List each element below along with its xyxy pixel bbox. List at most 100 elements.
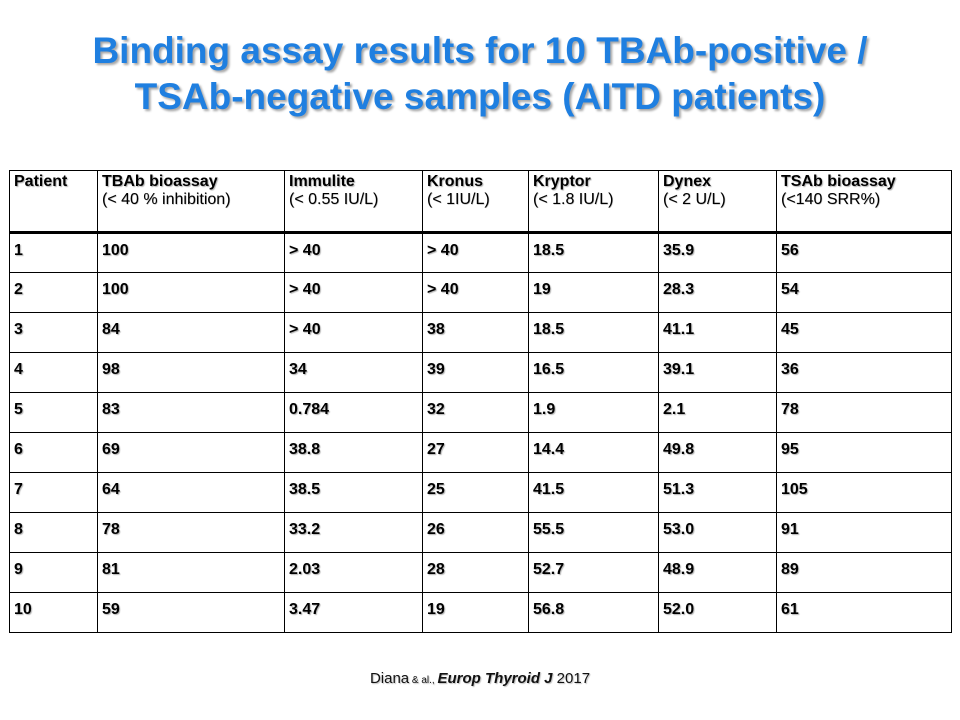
table-row: 4 98 34 39 16.5 39.1 36	[9, 352, 952, 393]
column-header-name: Patient	[14, 173, 68, 190]
table-cell: 95	[776, 432, 952, 473]
column-header-name: Kryptor	[533, 173, 591, 190]
table-row: 10 59 3.47 19 56.8 52.0 61	[9, 592, 952, 633]
table-cell: 54	[776, 272, 952, 313]
table-cell: 81	[97, 552, 285, 593]
table-cell: > 40	[422, 232, 529, 273]
table-cell: 55.5	[528, 512, 659, 553]
table-row: 5 83 0.784 32 1.9 2.1 78	[9, 392, 952, 433]
table-cell: 49.8	[658, 432, 777, 473]
table-cell: 41.5	[528, 472, 659, 513]
table-cell: 33.2	[284, 512, 423, 553]
table-cell: 8	[9, 512, 98, 553]
table-cell: 89	[776, 552, 952, 593]
table-body: 1 100 > 40 > 40 18.5 35.9 56 2 100 > 40 > 40 19 28.3…	[9, 232, 952, 633]
table-cell: 10	[9, 592, 98, 633]
table-cell: 1	[9, 232, 98, 273]
table-cell: 91	[776, 512, 952, 553]
citation-author: Diana	[369, 670, 410, 687]
table-cell: 38.5	[284, 472, 423, 513]
table-cell: 51.3	[658, 472, 777, 513]
table-row: 7 64 38.5 25 41.5 51.3 105	[9, 472, 952, 513]
table-cell: 61	[776, 592, 952, 633]
table-cell: 6	[9, 432, 98, 473]
table-cell: > 40	[284, 312, 423, 353]
column-header-name: TSAb bioassay	[781, 173, 896, 190]
results-table: Patient TBAb bioassay (< 40 % inhibition) I…	[9, 170, 952, 633]
table-cell: 19	[528, 272, 659, 313]
table-cell: 45	[776, 312, 952, 353]
table-cell: 98	[97, 352, 285, 393]
table-cell: 7	[9, 472, 98, 513]
slide-title: Binding assay results for 10 TBAb-positi…	[0, 28, 960, 120]
column-header-range: (< 1.8 IU/L)	[533, 191, 614, 208]
column-header: Dynex (< 2 U/L)	[658, 170, 777, 234]
table-cell: 56	[776, 232, 952, 273]
table-cell: 28	[422, 552, 529, 593]
slide-title-line-1: Binding assay results for 10 TBAb-positi…	[92, 30, 868, 71]
column-header-name: TBAb bioassay	[102, 173, 218, 190]
table-cell: 5	[9, 392, 98, 433]
table-cell: 14.4	[528, 432, 659, 473]
table-header: Patient TBAb bioassay (< 40 % inhibition) I…	[9, 170, 952, 234]
table-cell: 84	[97, 312, 285, 353]
table-cell: 28.3	[658, 272, 777, 313]
table-cell: 38.8	[284, 432, 423, 473]
column-header-range: (<140 SRR%)	[781, 191, 881, 208]
table-cell: 0.784	[284, 392, 423, 433]
table-cell: 34	[284, 352, 423, 393]
table-header-row: Patient TBAb bioassay (< 40 % inhibition) I…	[9, 170, 952, 234]
table-cell: 39	[422, 352, 529, 393]
table-cell: 38	[422, 312, 529, 353]
table-cell: 2.03	[284, 552, 423, 593]
citation: Diana & al., Europ Thyroid J 2017	[0, 670, 960, 687]
table-cell: 25	[422, 472, 529, 513]
table-cell: 27	[422, 432, 529, 473]
table-cell: 1.9	[528, 392, 659, 433]
table-cell: > 40	[284, 232, 423, 273]
table-cell: 39.1	[658, 352, 777, 393]
table-cell: 53.0	[658, 512, 777, 553]
column-header-name: Dynex	[663, 173, 712, 190]
table-row: 8 78 33.2 26 55.5 53.0 91	[9, 512, 952, 553]
table-cell: 100	[97, 232, 285, 273]
slide-title-line-2: TSAb-negative samples (AITD patients)	[134, 76, 826, 117]
table-cell: 100	[97, 272, 285, 313]
table-cell: 41.1	[658, 312, 777, 353]
column-header-range: (< 0.55 IU/L)	[289, 191, 379, 208]
table-cell: 64	[97, 472, 285, 513]
table-cell: 69	[97, 432, 285, 473]
table-row: 1 100 > 40 > 40 18.5 35.9 56	[9, 232, 952, 273]
table-cell: 52.0	[658, 592, 777, 633]
table-cell: 18.5	[528, 232, 659, 273]
table-cell: 48.9	[658, 552, 777, 593]
table-cell: 2.1	[658, 392, 777, 433]
table-cell: 35.9	[658, 232, 777, 273]
table-cell: 26	[422, 512, 529, 553]
table-cell: 9	[9, 552, 98, 593]
column-header: Patient	[9, 170, 98, 234]
table-cell: 105	[776, 472, 952, 513]
citation-year: 2017	[552, 670, 591, 687]
citation-journal: Europ Thyroid J	[437, 670, 553, 687]
table-cell: 32	[422, 392, 529, 433]
column-header-range: (< 2 U/L)	[663, 191, 726, 208]
table-row: 2 100 > 40 > 40 19 28.3 54	[9, 272, 952, 313]
table-cell: 16.5	[528, 352, 659, 393]
table-cell: 83	[97, 392, 285, 433]
table-row: 3 84 > 40 38 18.5 41.1 45	[9, 312, 952, 353]
table-cell: 19	[422, 592, 529, 633]
table-cell: 78	[776, 392, 952, 433]
table-cell: 4	[9, 352, 98, 393]
table-cell: 56.8	[528, 592, 659, 633]
column-header-name: Kronus	[427, 173, 483, 190]
column-header: Immulite (< 0.55 IU/L)	[284, 170, 423, 234]
table-row: 6 69 38.8 27 14.4 49.8 95	[9, 432, 952, 473]
table-cell: 2	[9, 272, 98, 313]
table-cell: 78	[97, 512, 285, 553]
table-cell: > 40	[422, 272, 529, 313]
table-cell: > 40	[284, 272, 423, 313]
column-header-range: (< 1IU/L)	[427, 191, 490, 208]
table-cell: 3.47	[284, 592, 423, 633]
column-header-name: Immulite	[289, 173, 355, 190]
